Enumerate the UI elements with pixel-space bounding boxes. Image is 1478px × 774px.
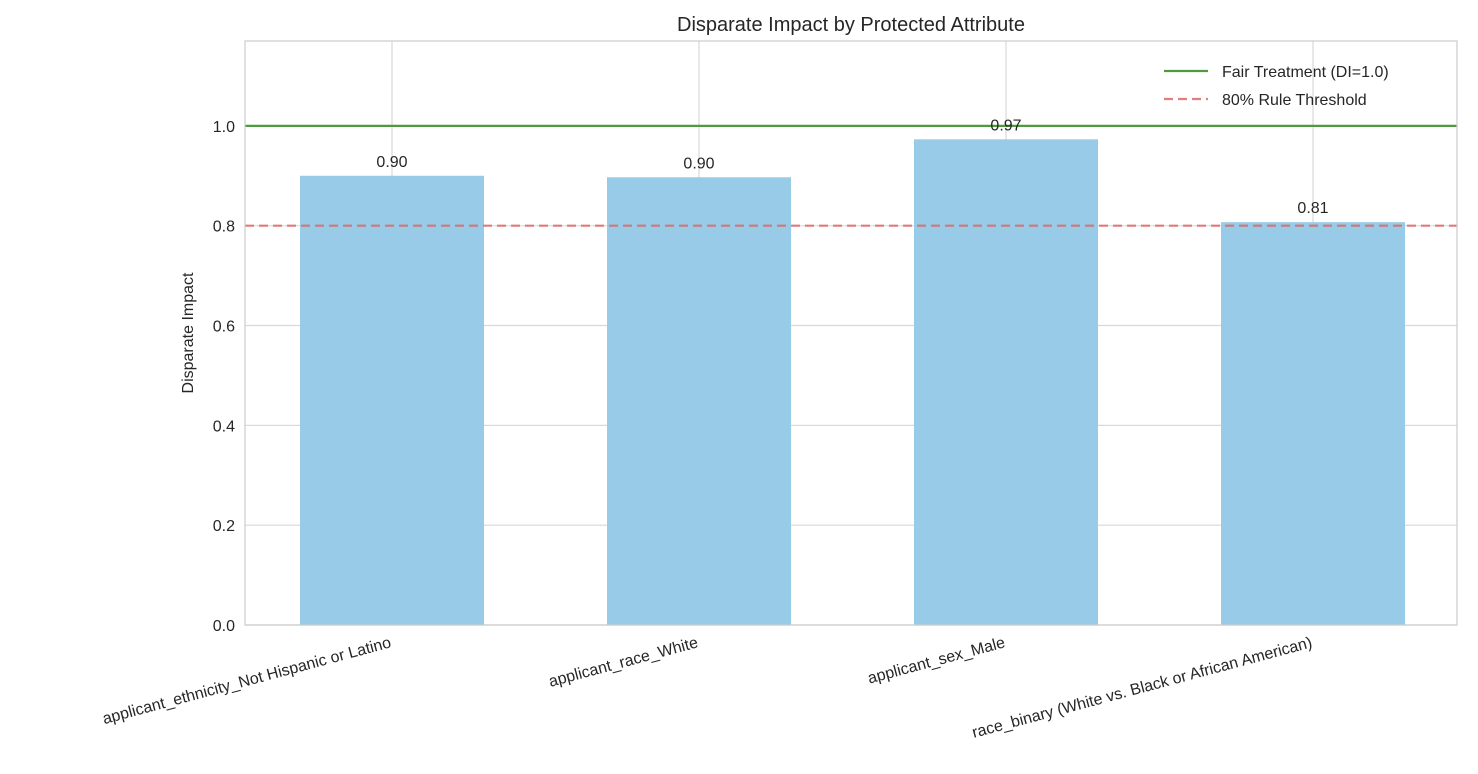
bars	[300, 139, 1405, 626]
bar	[300, 175, 484, 625]
bar-value-label: 0.90	[376, 154, 407, 171]
bar-value-label: 0.90	[683, 155, 714, 172]
y-tick-label: 0.2	[213, 518, 235, 535]
x-ticks: applicant_ethnicity_Not Hispanic or Lati…	[101, 634, 1314, 741]
y-ticks: 0.0 0.2 0.4 0.6 0.8 1.0	[213, 119, 235, 635]
legend-label: Fair Treatment (DI=1.0)	[1222, 64, 1389, 81]
y-tick-label: 0.0	[213, 618, 235, 635]
bar-labels: 0.90 0.90 0.97 0.81	[376, 117, 1328, 217]
legend-label: 80% Rule Threshold	[1222, 92, 1367, 109]
bar	[1221, 222, 1405, 625]
x-tick-label: race_binary (White vs. Black or African …	[970, 634, 1314, 741]
bar-value-label: 0.81	[1297, 200, 1328, 217]
y-axis-label: Disparate Impact	[180, 272, 197, 393]
x-tick-label: applicant_ethnicity_Not Hispanic or Lati…	[101, 634, 393, 728]
bar	[607, 177, 791, 625]
y-tick-label: 0.4	[213, 418, 235, 435]
bar	[914, 139, 1098, 626]
x-tick-label: applicant_race_White	[547, 634, 700, 690]
plot-frame	[244, 40, 1458, 626]
x-tick-label: applicant_sex_Male	[866, 634, 1007, 687]
chart-title: Disparate Impact by Protected Attribute	[677, 14, 1025, 36]
legend: Fair Treatment (DI=1.0) 80% Rule Threshol…	[1164, 64, 1389, 109]
y-tick-label: 0.6	[213, 319, 235, 336]
y-tick-label: 1.0	[213, 119, 235, 136]
y-tick-label: 0.8	[213, 219, 235, 236]
bar-value-label: 0.97	[990, 117, 1021, 134]
reference-lines	[245, 124, 1457, 227]
